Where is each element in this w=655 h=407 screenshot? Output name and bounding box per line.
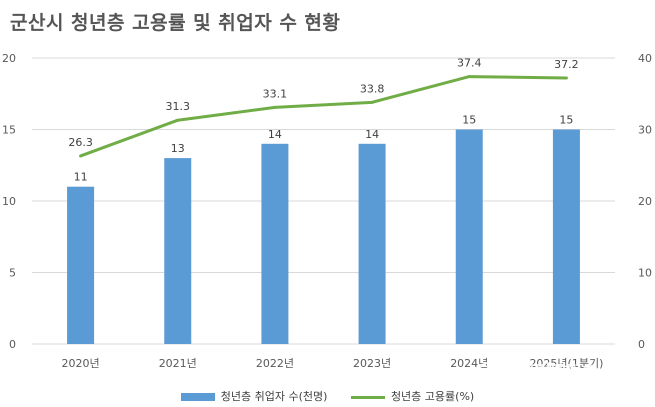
y-left-tick-label: 15 (2, 124, 16, 137)
y-right-tick-label: 10 (638, 267, 652, 280)
line-point (79, 154, 83, 158)
bar (261, 143, 289, 344)
bar (552, 129, 580, 344)
legend: 청년층 취업자 수(천명) 청년층 고용률(%) (0, 388, 655, 404)
bar-series (67, 129, 580, 344)
y-left-tick-label: 5 (9, 267, 16, 280)
data-labels: 11 13 14 14 15 15 26.3 31.3 33.1 33.8 37.4 37.2 (68, 57, 578, 184)
axis-ticks: 0 5 10 15 20 0 10 20 30 40 2020년 2021년 2022년 2023년 202… (2, 52, 652, 370)
y-right-tick-label: 40 (638, 52, 652, 65)
gridlines (32, 57, 615, 345)
legend-label-line: 청년층 고용률(%) (390, 390, 475, 403)
bar (67, 186, 95, 344)
y-right-tick-label: 30 (638, 124, 652, 137)
line-point (564, 76, 568, 80)
bar-data-label: 15 (462, 114, 476, 127)
x-tick-label: 2025년(1분기) (529, 357, 603, 370)
legend-item-bar: 청년층 취업자 수(천명) (180, 388, 328, 404)
bar-data-label: 15 (559, 114, 573, 127)
chart-title: 군산시 청년층 고용률 및 취업자 수 현황 (10, 12, 341, 34)
x-tick-label: 2023년 (353, 357, 391, 370)
x-tick-label: 2020년 (62, 357, 100, 370)
x-tick-label: 2022년 (256, 357, 294, 370)
legend-swatch-line (350, 395, 385, 399)
y-left-tick-label: 20 (2, 52, 16, 65)
line-point (273, 105, 277, 109)
legend-item-line: 청년층 고용률(%) (350, 388, 475, 404)
line-series (79, 75, 568, 158)
line-point (176, 118, 180, 122)
employment-rate-line (80, 75, 567, 158)
x-tick-label: 2021년 (159, 357, 197, 370)
bar-data-label: 14 (365, 128, 379, 141)
y-left-tick-label: 0 (9, 338, 16, 351)
y-right-tick-label: 0 (638, 338, 645, 351)
y-left-tick-label: 10 (2, 195, 16, 208)
line-point (370, 100, 374, 104)
bar-data-label: 14 (268, 128, 282, 141)
legend-swatch-bar (180, 393, 215, 401)
bar-data-label: 13 (171, 142, 185, 155)
line-data-label: 26.3 (68, 136, 93, 149)
line-data-label: 33.8 (360, 82, 385, 95)
bar (164, 158, 192, 344)
bar (358, 143, 386, 344)
y-right-tick-label: 20 (638, 195, 652, 208)
watermark: 한국현대미술신문 Korea Contemporary Art Newspape… (478, 357, 648, 387)
bar (455, 129, 483, 344)
watermark-subtext: Korea Contemporary Art Newspaper (508, 380, 617, 387)
line-data-label: 37.4 (457, 57, 482, 70)
line-data-label: 33.1 (263, 87, 288, 100)
line-data-label: 37.2 (554, 58, 579, 71)
line-data-label: 31.3 (166, 100, 191, 113)
legend-label-bar: 청년층 취업자 수(천명) (220, 390, 328, 403)
line-point (467, 75, 471, 79)
watermark-text: 한국현대미술신문 (504, 362, 630, 382)
bar-data-label: 11 (74, 171, 88, 184)
watermark-logo-icon (478, 362, 498, 382)
